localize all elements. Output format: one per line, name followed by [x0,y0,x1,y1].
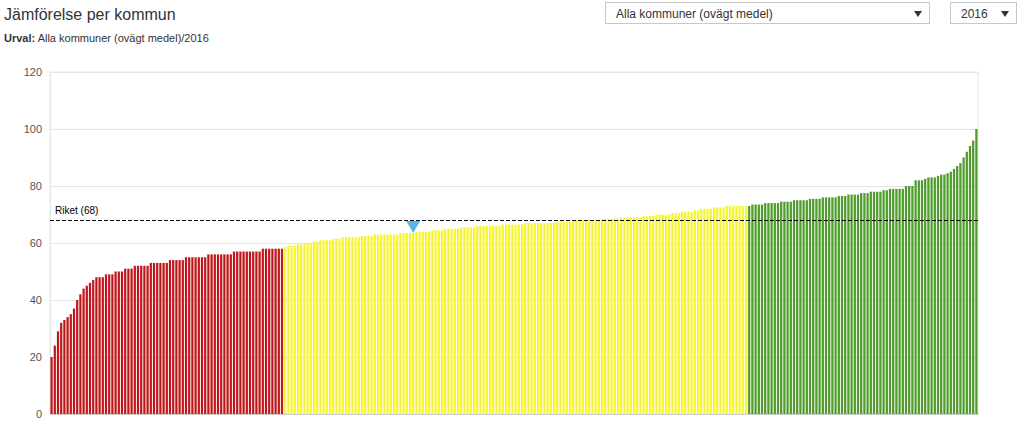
html-text:2016: 2016 [961,7,988,21]
svg-text:80: 80 [30,180,42,192]
svg-text:100: 100 [24,123,42,135]
svg-text:Riket (68): Riket (68) [55,205,98,216]
html-text:Alla kommuner (ovägt medel): Alla kommuner (ovägt medel) [616,7,773,21]
svg-text:0: 0 [36,408,42,420]
svg-text:20: 20 [30,351,42,363]
svg-text:120: 120 [24,66,42,78]
html-text:Urval: Alla kommuner (ovägt me: Urval: Alla kommuner (ovägt medel)/2016 [4,32,209,44]
svg-text:60: 60 [30,237,42,249]
html-text:Jämförelse per kommun: Jämförelse per kommun [4,6,176,23]
svg-text:40: 40 [30,294,42,306]
